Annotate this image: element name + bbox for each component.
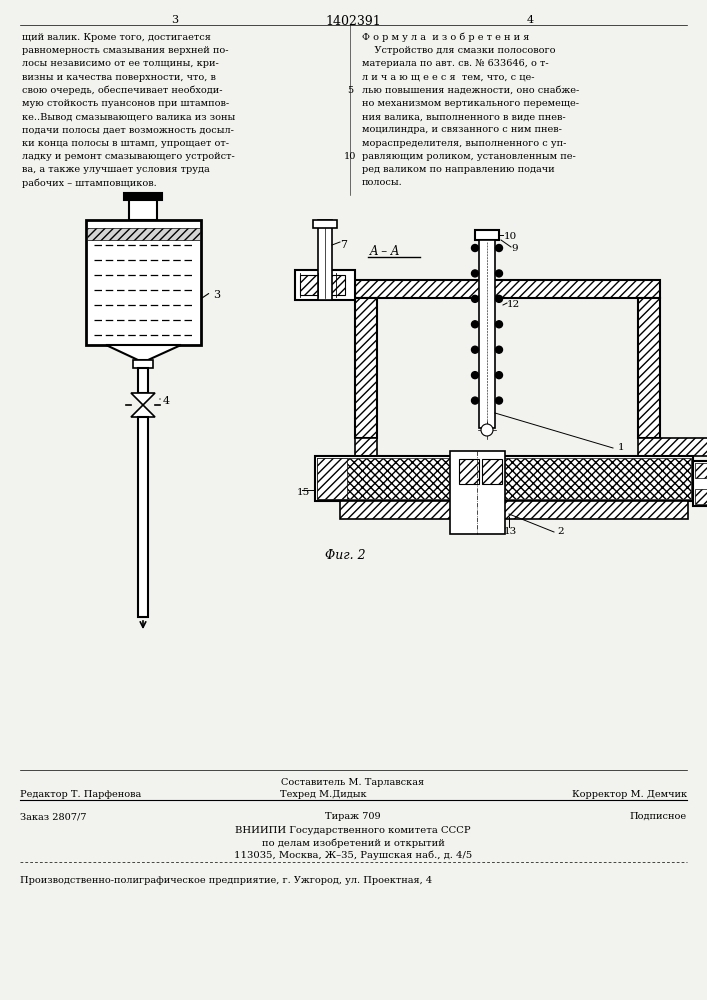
Bar — [355, 298, 377, 438]
Circle shape — [472, 346, 479, 353]
Bar — [450, 451, 505, 534]
Text: 4: 4 — [163, 396, 170, 406]
Text: ладку и ремонт смазывающего устройст-: ладку и ремонт смазывающего устройст- — [22, 152, 235, 161]
Text: лосы независимо от ее толщины, кри-: лосы независимо от ее толщины, кри- — [22, 59, 218, 68]
Bar — [317, 458, 691, 499]
Bar — [138, 417, 148, 617]
Text: 3: 3 — [213, 290, 220, 300]
Bar — [355, 438, 377, 456]
Text: 10: 10 — [504, 232, 518, 241]
Circle shape — [496, 244, 503, 251]
Polygon shape — [131, 405, 155, 417]
Bar — [479, 240, 495, 428]
Text: Φиг. 2: Φиг. 2 — [325, 549, 366, 562]
Text: 5: 5 — [347, 86, 353, 95]
Text: ва, а также улучшает условия труда: ва, а также улучшает условия труда — [22, 165, 210, 174]
Text: A – A: A – A — [370, 245, 400, 258]
Text: Заказ 2807/7: Заказ 2807/7 — [20, 812, 86, 821]
Circle shape — [496, 372, 503, 379]
Text: Подписное: Подписное — [630, 812, 687, 821]
Bar — [482, 459, 502, 484]
Polygon shape — [131, 393, 155, 405]
Text: ки конца полосы в штамп, упрощает от-: ки конца полосы в штамп, упрощает от- — [22, 139, 229, 148]
Circle shape — [496, 295, 503, 302]
Text: визны и качества поверхности, что, в: визны и качества поверхности, что, в — [22, 73, 216, 82]
Bar — [317, 458, 347, 499]
Text: 15: 15 — [297, 488, 310, 497]
Text: ВНИИПИ Государственного комитета СССР: ВНИИПИ Государственного комитета СССР — [235, 826, 471, 835]
Bar — [325, 275, 345, 295]
Bar — [693, 461, 707, 506]
Bar — [138, 368, 148, 393]
Bar — [300, 275, 320, 295]
Circle shape — [472, 372, 479, 379]
Text: Тираж 709: Тираж 709 — [325, 812, 381, 821]
Circle shape — [481, 424, 493, 436]
Text: но механизмом вертикального перемеще-: но механизмом вертикального перемеще- — [362, 99, 579, 108]
Text: Составитель М. Тарлавская: Составитель М. Тарлавская — [281, 778, 425, 787]
Text: 1402391: 1402391 — [325, 15, 381, 28]
Text: мую стойкость пуансонов при штампов-: мую стойкость пуансонов при штампов- — [22, 99, 229, 108]
Text: равномерность смазывания верхней по-: равномерность смазывания верхней по- — [22, 46, 228, 55]
Bar — [129, 200, 157, 220]
Text: 10: 10 — [344, 152, 356, 161]
Bar — [318, 220, 332, 300]
Text: ред валиком по направлению подачи: ред валиком по направлению подачи — [362, 165, 554, 174]
Polygon shape — [106, 345, 181, 360]
Text: Производственно-полиграфическое предприятие, г. Ужгород, ул. Проектная, 4: Производственно-полиграфическое предприя… — [20, 876, 432, 885]
Circle shape — [472, 270, 479, 277]
Circle shape — [472, 295, 479, 302]
Bar — [459, 459, 479, 484]
Text: мораспределителя, выполненного с уп-: мораспределителя, выполненного с уп- — [362, 139, 566, 148]
Circle shape — [496, 346, 503, 353]
Text: 2: 2 — [557, 527, 563, 536]
Text: свою очередь, обеспечивает необходи-: свою очередь, обеспечивает необходи- — [22, 86, 223, 95]
Text: Устройство для смазки полосового: Устройство для смазки полосового — [362, 46, 556, 55]
Text: лью повышения надежности, оно снабже-: лью повышения надежности, оно снабже- — [362, 86, 579, 95]
Text: моцилиндра, и связанного с ним пнев-: моцилиндра, и связанного с ним пнев- — [362, 125, 562, 134]
Text: Ф о р м у л а  и з о б р е т е н и я: Ф о р м у л а и з о б р е т е н и я — [362, 33, 530, 42]
Circle shape — [496, 397, 503, 404]
Circle shape — [472, 244, 479, 251]
Bar — [355, 280, 660, 298]
Text: равляющим роликом, установленным пе-: равляющим роликом, установленным пе- — [362, 152, 575, 161]
Bar — [313, 220, 337, 228]
Bar — [87, 228, 200, 240]
Bar — [475, 230, 499, 240]
Circle shape — [496, 321, 503, 328]
Text: 113035, Москва, Ж–35, Раушская наб., д. 4/5: 113035, Москва, Ж–35, Раушская наб., д. … — [234, 850, 472, 859]
Bar — [86, 220, 201, 345]
Text: л и ч а ю щ е е с я  тем, что, с це-: л и ч а ю щ е е с я тем, что, с це- — [362, 73, 534, 82]
Text: Корректор М. Демчик: Корректор М. Демчик — [572, 790, 687, 799]
Text: 13: 13 — [504, 527, 518, 536]
Text: по делам изобретений и открытий: по делам изобретений и открытий — [262, 838, 445, 848]
Circle shape — [472, 397, 479, 404]
Text: 1: 1 — [618, 443, 624, 452]
Text: щий валик. Кроме того, достигается: щий валик. Кроме того, достигается — [22, 33, 211, 42]
Text: Редактор Т. Парфенова: Редактор Т. Парфенова — [20, 790, 141, 799]
Bar — [315, 456, 693, 501]
Text: 3: 3 — [171, 15, 179, 25]
Bar — [340, 501, 688, 519]
Text: 4: 4 — [527, 15, 534, 25]
Text: ке..Вывод смазывающего валика из зоны: ке..Вывод смазывающего валика из зоны — [22, 112, 235, 121]
Text: 12: 12 — [507, 300, 520, 309]
Text: Техред М.Дидык: Техред М.Дидык — [280, 790, 367, 799]
Text: ния валика, выполненного в виде пнев-: ния валика, выполненного в виде пнев- — [362, 112, 566, 121]
Bar — [124, 193, 162, 200]
Bar — [133, 360, 153, 368]
Text: полосы.: полосы. — [362, 178, 403, 187]
Text: рабочих – штамповщиков.: рабочих – штамповщиков. — [22, 178, 157, 188]
Bar — [695, 489, 707, 504]
Text: 7: 7 — [340, 240, 347, 250]
Text: подачи полосы дает возможность досыл-: подачи полосы дает возможность досыл- — [22, 125, 234, 134]
Bar — [695, 463, 707, 478]
Bar — [295, 270, 355, 300]
Bar — [638, 298, 660, 438]
Bar — [638, 438, 707, 456]
Circle shape — [472, 321, 479, 328]
Text: 9: 9 — [511, 244, 518, 253]
Text: материала по авт. св. № 633646, о т-: материала по авт. св. № 633646, о т- — [362, 59, 549, 68]
Circle shape — [496, 270, 503, 277]
